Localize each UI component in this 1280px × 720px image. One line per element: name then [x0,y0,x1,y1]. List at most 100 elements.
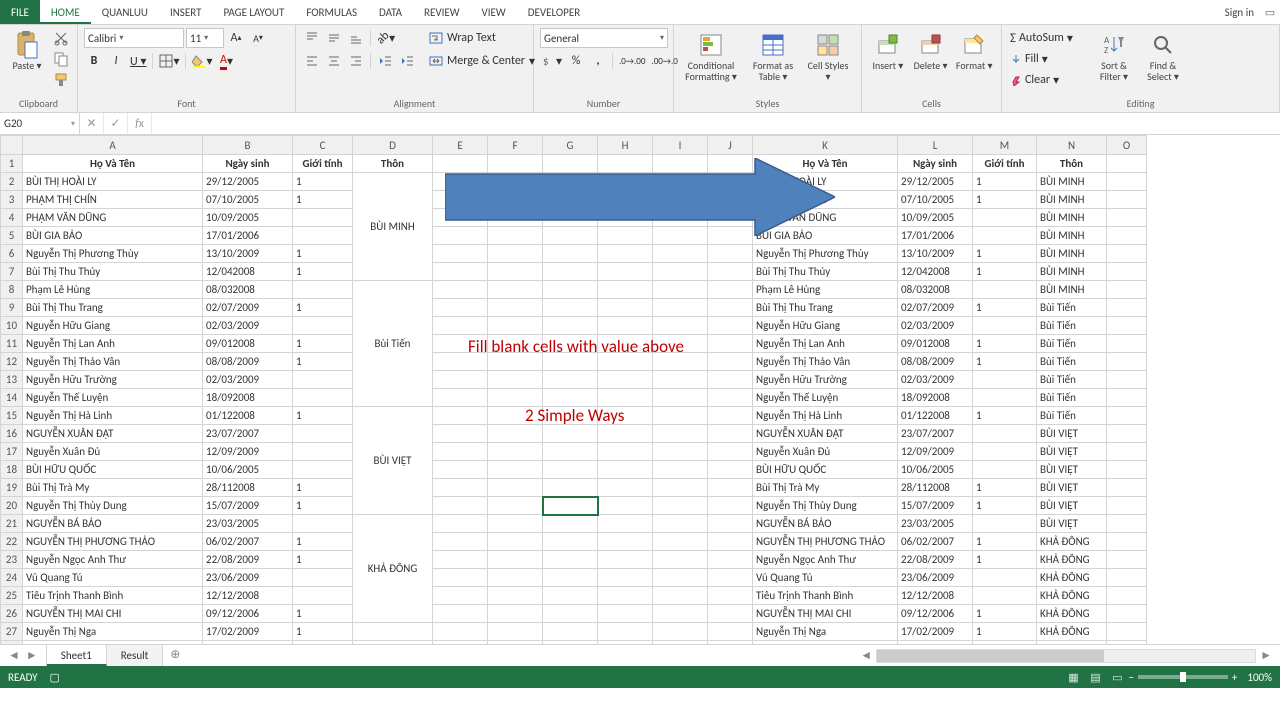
cell[interactable] [488,227,543,245]
row-header[interactable]: 16 [1,425,23,443]
align-center-button[interactable] [324,51,344,71]
cell[interactable] [598,389,653,407]
column-header[interactable]: H [598,136,653,155]
worksheet-grid[interactable]: ABCDEFGHIJKLMNO1Họ Và TênNgày sinhGiới t… [0,135,1280,644]
ribbon-tab-formulas[interactable]: FORMULAS [295,0,368,24]
format-cells-button[interactable]: Format ▾ [953,28,995,73]
ribbon-tab-home[interactable]: HOME [40,0,91,24]
cell[interactable] [1037,641,1107,645]
cell[interactable]: 17/01/2006 [898,227,973,245]
column-header[interactable]: O [1107,136,1147,155]
cell[interactable] [293,641,353,645]
column-header[interactable]: K [753,136,898,155]
add-sheet-button[interactable]: ⊕ [163,645,187,666]
cell[interactable]: Tiêu Trịnh Thanh Bình [753,587,898,605]
column-header[interactable]: B [203,136,293,155]
find-select-button[interactable]: Find & Select ▾ [1140,28,1186,84]
cell[interactable] [293,461,353,479]
cell[interactable]: PHẠM THỊ CHÍN [753,191,898,209]
cell[interactable] [653,317,708,335]
cell[interactable] [433,425,488,443]
cell[interactable]: 1 [293,533,353,551]
cell[interactable] [543,209,598,227]
cell[interactable]: 1 [973,299,1037,317]
select-all-corner[interactable] [1,136,23,155]
name-box[interactable]: G20▾ [0,113,80,134]
cell[interactable] [488,533,543,551]
cell[interactable]: 10/09/2005 [203,209,293,227]
cell[interactable]: Nguyễn Thị Lan Anh [753,335,898,353]
cell[interactable] [353,641,433,645]
sheet-nav-next-icon[interactable]: ► [26,648,38,663]
row-header[interactable]: 19 [1,479,23,497]
cell[interactable]: NGUYỄN THỊ MAI CHI [753,605,898,623]
percent-format-button[interactable]: % [566,51,586,71]
cell[interactable]: NGUYỄN XUÂN ĐẠT [753,425,898,443]
cell[interactable] [1107,497,1147,515]
cell[interactable] [433,587,488,605]
cell[interactable]: 23/06/2009 [203,569,293,587]
cell[interactable] [973,281,1037,299]
cell[interactable]: BÙI VIỆT [1037,479,1107,497]
underline-button[interactable]: U ▾ [128,51,148,71]
cell[interactable] [1107,317,1147,335]
formula-input[interactable] [152,113,1280,134]
cell[interactable]: 1 [293,299,353,317]
cell[interactable]: Nguyễn Thị Thảo Vân [753,353,898,371]
cell[interactable] [708,407,753,425]
cell[interactable] [1107,443,1147,461]
cell[interactable]: 1 [973,533,1037,551]
cell[interactable]: BÙI GIA BẢO [753,227,898,245]
bold-button[interactable]: B [84,51,104,71]
cell[interactable] [433,191,488,209]
cell[interactable] [488,587,543,605]
column-header[interactable]: L [898,136,973,155]
cell[interactable]: 28/112008 [898,479,973,497]
cell[interactable] [433,497,488,515]
cell[interactable]: NGUYỄN XUÂN ĐẠT [23,425,203,443]
cell[interactable] [543,335,598,353]
cell[interactable]: 23/03/2005 [203,515,293,533]
row-header[interactable]: 10 [1,317,23,335]
cell[interactable]: 15/07/2009 [898,497,973,515]
borders-button[interactable]: ▾ [157,51,181,71]
cell[interactable]: BÙI MINH [1037,209,1107,227]
cell[interactable]: BÙI HỮU QUỐC [23,461,203,479]
cell[interactable] [293,587,353,605]
cell[interactable] [708,299,753,317]
align-right-button[interactable] [346,51,366,71]
cell[interactable]: Nguyễn Thị Nga [753,623,898,641]
cell[interactable]: 1 [293,605,353,623]
cell[interactable] [598,569,653,587]
cell[interactable]: BÙI MINH [1037,245,1107,263]
cell[interactable] [1107,641,1147,645]
cell[interactable] [488,605,543,623]
cell[interactable] [488,371,543,389]
cell[interactable]: BÙI VIỆT [1037,497,1107,515]
cell[interactable]: 08/08/2009 [203,353,293,371]
cell[interactable]: PHẠM VĂN DŨNG [23,209,203,227]
sheet-tab-sheet1[interactable]: Sheet1 [47,645,107,666]
cell[interactable]: 1 [973,353,1037,371]
cell[interactable] [488,173,543,191]
cell[interactable] [433,551,488,569]
zoom-in-button[interactable]: + [1232,671,1237,684]
cell[interactable] [293,281,353,299]
cell[interactable]: BÙI MINH [1037,191,1107,209]
cell[interactable] [488,353,543,371]
cell[interactable] [353,623,433,641]
cell[interactable] [653,479,708,497]
cell[interactable]: Nguyễn Hữu Giang [753,317,898,335]
cell[interactable] [653,425,708,443]
cell[interactable]: 18/092008 [898,389,973,407]
cell[interactable] [1107,425,1147,443]
fill-color-button[interactable]: ▾ [190,51,214,71]
cell[interactable]: 02/07/2009 [203,299,293,317]
cell[interactable] [653,299,708,317]
cell[interactable]: 06/02/2007 [203,533,293,551]
cell[interactable] [1107,389,1147,407]
cell[interactable]: 1 [973,191,1037,209]
cell[interactable] [488,479,543,497]
decrease-indent-button[interactable] [375,51,395,71]
cell[interactable] [293,443,353,461]
